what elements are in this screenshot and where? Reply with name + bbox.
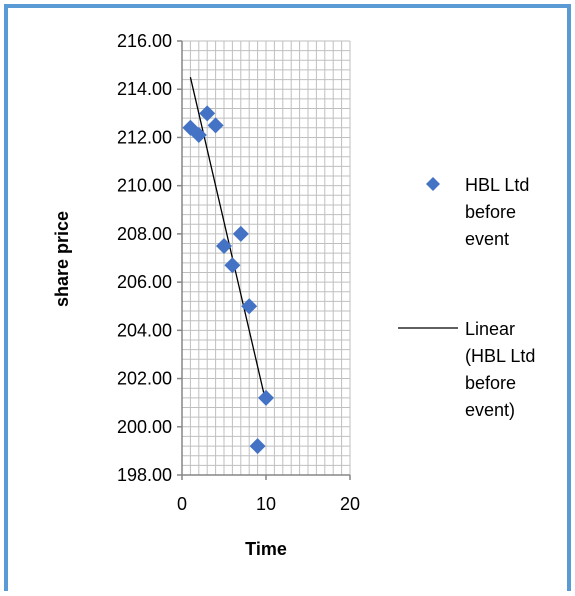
x-tick-label: 20 bbox=[340, 494, 360, 514]
data-point bbox=[224, 257, 241, 274]
chart-border bbox=[4, 4, 571, 596]
y-tick-label: 198.00 bbox=[117, 465, 172, 485]
data-points bbox=[182, 105, 274, 455]
x-tick-label: 0 bbox=[177, 494, 187, 514]
data-point bbox=[249, 438, 266, 455]
data-point bbox=[207, 117, 224, 134]
y-tick-label: 200.00 bbox=[117, 417, 172, 437]
legend-label-series: HBL Ltd before event bbox=[465, 175, 529, 249]
x-tick-labels: 0 10 20 bbox=[177, 494, 360, 514]
data-point bbox=[216, 237, 232, 254]
legend-label-trendline: Linear (HBL Ltd before event) bbox=[465, 319, 535, 420]
data-point bbox=[258, 389, 274, 406]
gridlines bbox=[181, 40, 351, 476]
axes bbox=[177, 40, 351, 480]
y-tick-labels: 198.00 200.00 202.00 204.00 206.00 208.00 210.… bbox=[117, 31, 172, 485]
y-axis-title: share price bbox=[52, 211, 72, 307]
data-point bbox=[232, 225, 249, 242]
y-tick-label: 208.00 bbox=[117, 224, 172, 244]
data-point bbox=[199, 105, 216, 122]
x-axis-title: Time bbox=[245, 539, 287, 559]
x-tick-label: 10 bbox=[256, 494, 276, 514]
legend-marker-diamond bbox=[426, 177, 440, 191]
y-tick-label: 210.00 bbox=[117, 176, 172, 196]
y-tick-label: 202.00 bbox=[117, 369, 172, 389]
y-tick-label: 216.00 bbox=[117, 31, 172, 51]
y-tick-label: 214.00 bbox=[117, 79, 172, 99]
y-tick-label: 204.00 bbox=[117, 320, 172, 340]
y-tick-label: 206.00 bbox=[117, 272, 172, 292]
data-point bbox=[241, 298, 258, 315]
y-tick-label: 212.00 bbox=[117, 127, 172, 147]
legend: HBL Ltd before event Linear (HBL Ltd before ev… bbox=[398, 175, 535, 420]
data-point bbox=[190, 127, 207, 144]
